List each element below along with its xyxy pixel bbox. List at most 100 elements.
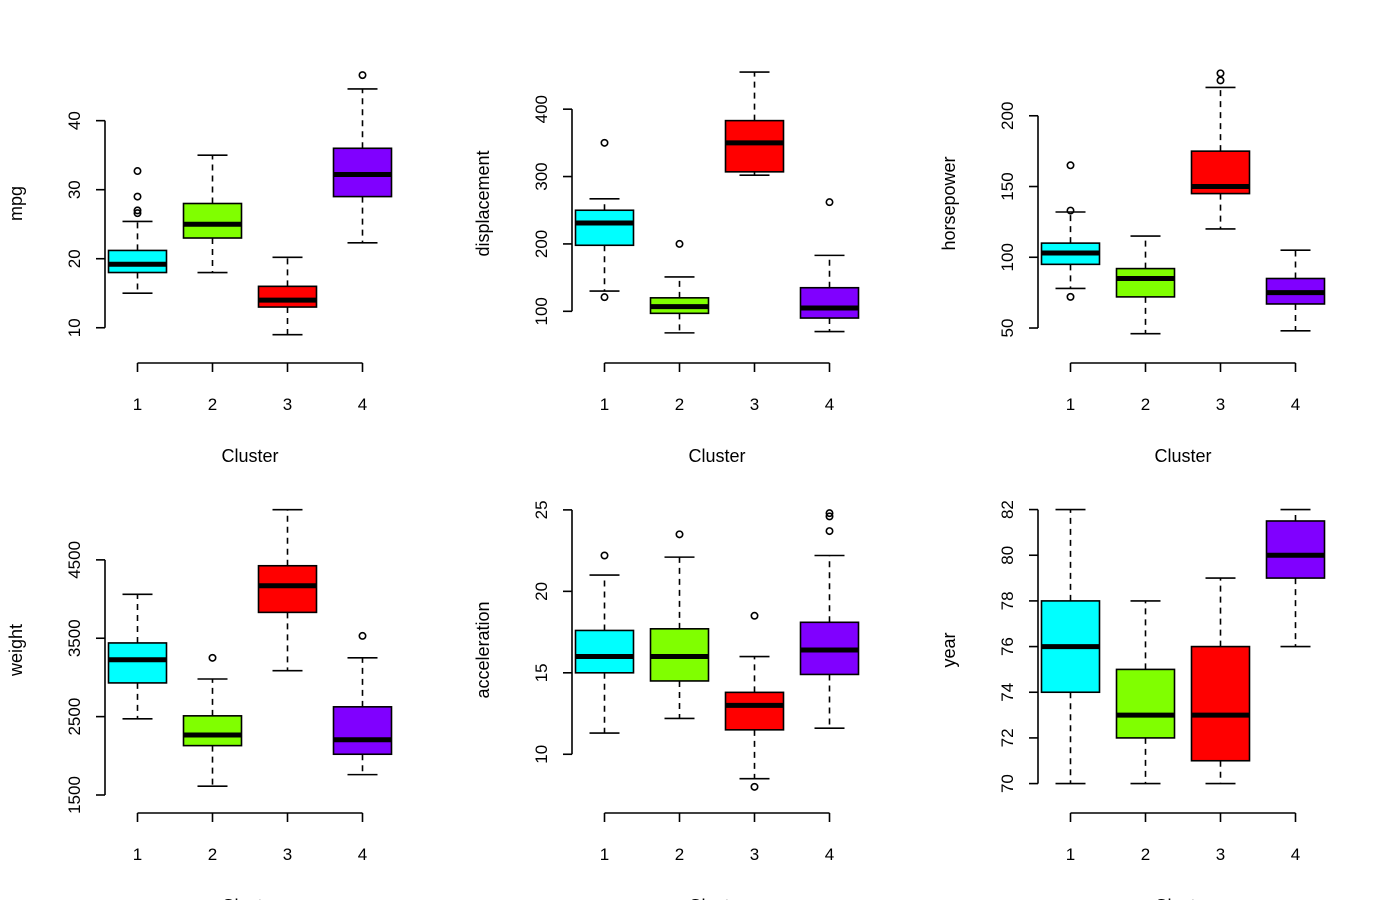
box — [1190, 645, 1251, 762]
outlier-point — [600, 293, 609, 302]
x-axis: 1 2 3 4 — [600, 362, 834, 414]
y-tick-label: 78 — [998, 591, 1017, 610]
outlier-point — [133, 192, 142, 201]
box — [107, 249, 168, 274]
y-axis: 70 72 74 76 78 80 82 — [998, 500, 1039, 793]
y-tick-label: 30 — [65, 180, 84, 199]
box-cluster-2 — [1115, 600, 1176, 785]
chart-panel-weight: 1500 2500 3500 4500 weight 1 2 3 4 Cluster — [6, 508, 393, 900]
outlier-point — [750, 611, 759, 620]
y-axis-title: weight — [6, 624, 26, 677]
y-axis-title: mpg — [6, 186, 26, 221]
outlier-point — [358, 71, 367, 80]
box — [1115, 668, 1176, 739]
box — [257, 285, 318, 308]
y-tick-label: 20 — [65, 249, 84, 268]
box-cluster-4 — [1265, 249, 1326, 332]
chart-panel-acceleration: 10 15 20 25 acceleration 1 2 3 4 Cluster — [473, 500, 860, 900]
outlier-point — [1066, 292, 1075, 301]
y-axis: 1500 2500 3500 4500 — [65, 541, 106, 814]
outlier-point — [358, 631, 367, 640]
box-cluster-1 — [1040, 508, 1101, 785]
y-tick-label: 72 — [998, 728, 1017, 747]
x-tick-label: 1 — [133, 395, 142, 414]
box — [257, 564, 318, 614]
box-cluster-2 — [1115, 235, 1176, 335]
x-axis-title: Cluster — [688, 446, 745, 466]
y-axis-title: acceleration — [473, 601, 493, 698]
box-cluster-3 — [724, 71, 785, 176]
x-tick-label: 2 — [208, 845, 217, 864]
x-tick-label: 1 — [1066, 395, 1075, 414]
x-axis-title: Cluster — [1154, 446, 1211, 466]
x-axis-title: Cluster — [688, 896, 745, 900]
outlier-point — [1066, 206, 1075, 215]
y-tick-label: 200 — [998, 102, 1017, 130]
x-tick-label: 4 — [358, 395, 367, 414]
box-cluster-4 — [799, 198, 860, 333]
x-tick-label: 3 — [283, 395, 292, 414]
box — [107, 642, 168, 684]
x-tick-label: 4 — [825, 845, 834, 864]
y-tick-label: 1500 — [65, 776, 84, 814]
box-cluster-3 — [257, 256, 318, 336]
box-cluster-1 — [107, 167, 168, 295]
outlier-point — [825, 527, 834, 536]
box-cluster-1 — [107, 593, 168, 720]
y-tick-label: 80 — [998, 546, 1017, 565]
y-tick-label: 3500 — [65, 619, 84, 657]
x-tick-label: 3 — [1216, 395, 1225, 414]
x-tick-label: 4 — [825, 395, 834, 414]
y-axis: 10 20 30 40 — [65, 111, 106, 337]
box-cluster-2 — [182, 653, 243, 787]
box — [574, 629, 635, 674]
x-axis-title: Cluster — [1154, 896, 1211, 900]
x-axis-title: Cluster — [221, 446, 278, 466]
y-tick-label: 40 — [65, 111, 84, 130]
x-tick-label: 2 — [1141, 845, 1150, 864]
x-tick-label: 3 — [750, 395, 759, 414]
box-cluster-1 — [574, 551, 635, 734]
outlier-point — [1216, 76, 1225, 85]
x-axis: 1 2 3 4 — [1066, 812, 1300, 864]
y-tick-label: 76 — [998, 637, 1017, 656]
box-cluster-2 — [182, 154, 243, 274]
outlier-point — [1216, 69, 1225, 78]
box-cluster-1 — [574, 138, 635, 302]
box-cluster-4 — [332, 71, 393, 244]
x-tick-label: 3 — [283, 845, 292, 864]
x-tick-label: 1 — [600, 845, 609, 864]
box-cluster-1 — [1040, 161, 1101, 301]
y-tick-label: 100 — [532, 297, 551, 325]
x-tick-label: 4 — [358, 845, 367, 864]
box-cluster-2 — [649, 530, 710, 720]
outlier-point — [750, 782, 759, 791]
box — [724, 691, 785, 731]
x-tick-label: 1 — [133, 845, 142, 864]
box-cluster-4 — [1265, 508, 1326, 648]
chart-panel-mpg: 10 20 30 40 mpg 1 2 3 4 Cluster — [6, 71, 393, 466]
y-tick-label: 50 — [998, 319, 1017, 338]
y-axis: 10 15 20 25 — [532, 500, 573, 764]
chart-panel-horsepower: 50 100 150 200 horsepower 1 2 3 4 Cluster — [939, 69, 1326, 466]
y-tick-label: 300 — [532, 162, 551, 190]
y-tick-label: 15 — [532, 663, 551, 682]
y-axis-title: year — [939, 632, 959, 667]
outlier-point — [825, 512, 834, 521]
y-axis: 100 200 300 400 — [532, 95, 573, 325]
box-cluster-4 — [332, 631, 393, 776]
y-tick-label: 25 — [532, 500, 551, 519]
outlier-point — [675, 530, 684, 539]
outlier-point — [600, 138, 609, 147]
x-tick-label: 2 — [1141, 395, 1150, 414]
y-tick-label: 2500 — [65, 698, 84, 736]
x-tick-label: 4 — [1291, 845, 1300, 864]
box-cluster-2 — [649, 239, 710, 334]
y-tick-label: 150 — [998, 172, 1017, 200]
x-tick-label: 3 — [1216, 845, 1225, 864]
y-tick-label: 4500 — [65, 541, 84, 579]
y-axis-title: horsepower — [939, 156, 959, 250]
y-tick-label: 100 — [998, 243, 1017, 271]
box — [574, 209, 635, 247]
box — [182, 715, 243, 747]
